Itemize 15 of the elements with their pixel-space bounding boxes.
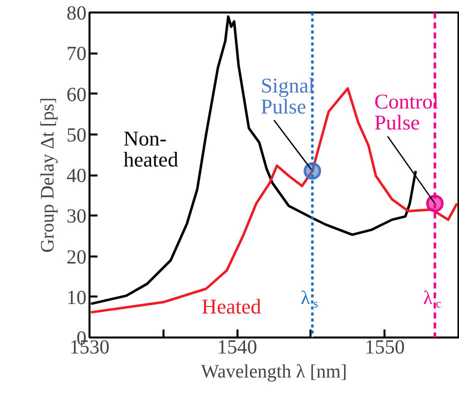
series-label: Heated [202,294,262,318]
series-label: Non-heated [123,126,179,172]
y-tick-label: 30 [66,206,86,228]
y-tick-label: 10 [66,286,86,309]
x-tick-label: 1550 [364,336,405,358]
x-tick-label: 1540 [217,336,258,358]
y-tick-label: 60 [66,84,86,106]
y-tick-label: 70 [66,43,86,66]
y-tick-label: 80 [66,2,86,24]
y-tick-label: 50 [66,124,86,146]
text: Signal Pulse [260,73,315,118]
x-axis-title: Wavelength λ [nm] [201,362,347,382]
y-axis-title: Group Delay Δt [ps] [38,97,58,253]
y-tick-label: 40 [66,165,86,187]
y-tick-label: 20 [66,246,86,268]
